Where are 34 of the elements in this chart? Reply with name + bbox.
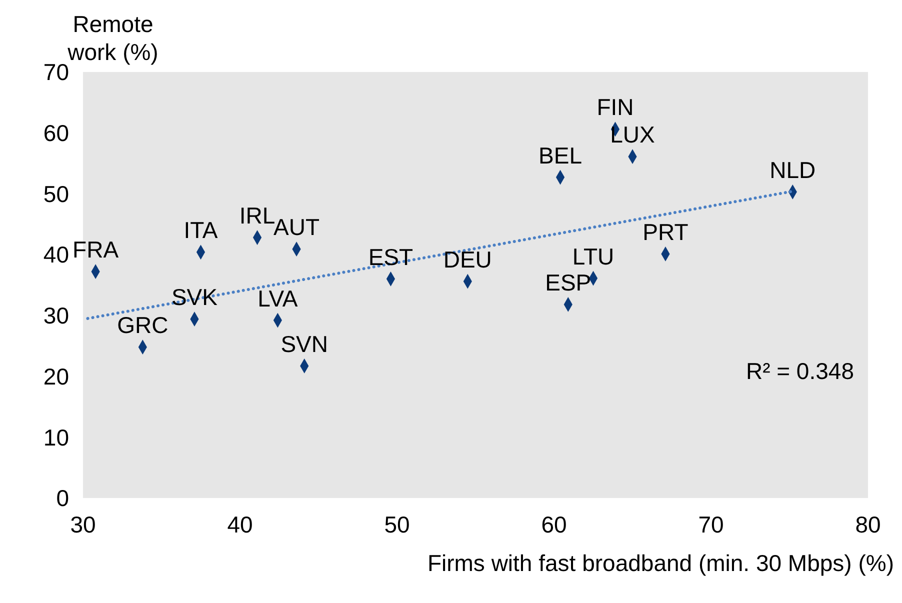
annotation: AUT: [274, 214, 320, 240]
annotation: FIN: [596, 94, 634, 120]
x-tick-label: 30: [70, 511, 96, 538]
annotation: LVA: [258, 285, 298, 312]
x-axis-title: Firms with fast broadband (min. 30 Mbps) (%): [427, 550, 894, 577]
annotation: ESP: [545, 269, 592, 296]
annotation: BEL: [538, 142, 582, 168]
annotation: LUX: [610, 122, 655, 148]
x-tick-label: 50: [384, 511, 410, 538]
y-tick-label: 20: [43, 363, 69, 390]
annotation: SVK: [171, 284, 218, 310]
y-axis-title: Remote work (%): [68, 10, 160, 65]
annotation: PRT: [642, 218, 688, 245]
annotation: GRC: [117, 312, 168, 338]
y-tick-label: 0: [56, 485, 69, 512]
annotation: R² = 0.348: [746, 358, 854, 385]
annotation: LTU: [572, 243, 614, 270]
annotation: FRA: [72, 236, 120, 263]
x-tick-label: 60: [541, 511, 567, 538]
annotation: ITA: [184, 217, 218, 244]
annotation: DEU: [443, 246, 492, 272]
y-tick-label: 60: [43, 120, 69, 146]
y-tick-label: 50: [43, 180, 69, 207]
annotation: IRL: [239, 202, 276, 229]
x-tick-label: 70: [698, 511, 724, 538]
x-tick-label: 40: [227, 511, 253, 538]
y-tick-label: 40: [43, 242, 69, 268]
annotation: SVN: [280, 330, 328, 357]
x-tick-label: 80: [855, 511, 881, 538]
y-tick-label: 70: [43, 59, 69, 86]
y-tick-label: 10: [43, 424, 69, 450]
annotation: NLD: [770, 156, 816, 183]
annotation: EST: [368, 244, 414, 270]
y-tick-label: 30: [43, 302, 69, 329]
